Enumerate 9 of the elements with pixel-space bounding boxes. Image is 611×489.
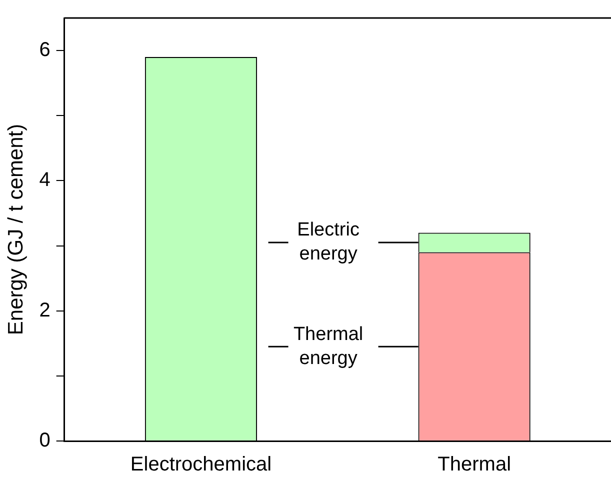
y-tick-label: 0 [39, 430, 50, 452]
x-tick-label: Thermal [438, 454, 512, 476]
y-tick-label: 2 [39, 299, 50, 322]
text: Electric energy [297, 220, 360, 265]
text: Thermal energy [293, 324, 364, 369]
y-axis-title: Energy (GJ / t cement) [4, 124, 28, 336]
x-tick-label: Electrochemical [130, 454, 272, 476]
y-tick-label: 6 [39, 39, 50, 62]
y-tick-label: 4 [39, 169, 50, 192]
